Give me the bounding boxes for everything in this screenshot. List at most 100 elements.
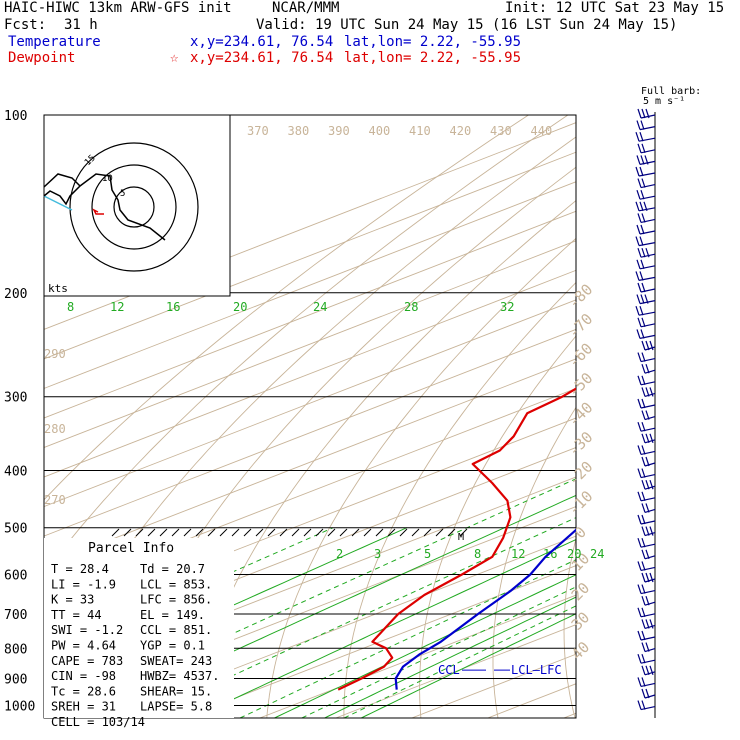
wind-barb-flag [641,433,646,443]
wind-barb-flag [635,201,640,211]
isotherm-line [259,594,576,718]
wind-barb-flag [635,166,640,177]
wind-barb-shaft [640,288,656,293]
wind-barb-flag [645,503,650,513]
wind-barb-flag [637,491,642,501]
hatch-mark [255,528,264,537]
hatch-mark [435,528,444,537]
hatch-mark [339,528,348,537]
isotherm-line [44,151,576,360]
wind-barb-shaft [644,369,656,374]
wind-barb-flag [636,224,641,235]
parcel-row-right: LAPSE= 5.8 [140,700,212,714]
wind-barb-flag [641,665,646,675]
wind-barb-flag [649,526,654,536]
wind-barb-flag [645,665,650,675]
wind-barb-shaft [640,427,656,432]
wind-barb-flag [637,248,642,258]
wind-barb-shaft [644,694,656,699]
wind-barb-flag [637,213,642,223]
hatch-mark [375,528,384,537]
wind-barb-shaft [638,242,656,247]
wind-barb-flag [636,294,641,304]
wind-barb-flag [641,503,646,513]
wind-barb-flag [645,433,650,443]
hodograph-box [43,114,231,297]
isotherm-line [44,506,576,714]
wind-barb-shaft [644,508,656,513]
temperature-tick-label: -70 [565,310,597,342]
theta-label: 290 [44,347,66,361]
wind-barb-flag [645,410,650,420]
wind-barb-flag [641,143,646,153]
init-time: Init: 12 UTC Sat 23 May 15 [505,0,725,16]
mixing-ratio-label: 16 [166,300,180,314]
wind-barb-flag [637,700,642,710]
mixing-ratio-line [301,586,576,718]
dewpoint-legend-xy: x,y=234.61, 76.54 [190,50,334,66]
wind-barb-flag [637,317,642,327]
wind-barb-flag [640,155,645,165]
theta-label: 270 [44,493,66,507]
wind-barb-shaft [644,555,656,560]
theta-label: 390 [328,124,350,138]
wind-barb-flag [641,491,646,501]
wind-barb-shaft [640,520,656,525]
wind-barb-flag [635,271,640,281]
wind-barb-shaft [644,624,656,629]
freezing-level-hatch [111,528,468,537]
wind-barb-flag [637,352,642,362]
wind-barb-flag [636,329,641,339]
parcel-row-left: SWI = -1.2 [51,623,123,637]
plot-border [43,114,577,719]
parcel-row-right: Td = 20.7 [140,562,205,576]
wind-barb-flag [641,526,646,536]
wind-barb-shaft [640,706,656,711]
dry-adiabat [700,115,740,718]
wind-barb-shaft [644,601,656,606]
hatch-mark [147,528,156,537]
hatch-mark [315,528,324,537]
valid-time: Valid: 19 UTC Sun 24 May 15 (16 LST Sun … [256,17,678,33]
wind-barb-flag [636,155,641,165]
parcel-row-right: CCL = 851. [140,623,212,637]
wind-barb-flag [641,213,646,223]
wind-barb-flag [645,364,650,374]
wind-barb-shaft [640,381,656,386]
wind-barb-flag [637,607,642,617]
wind-barb-flag [640,120,645,130]
dry-adiabat [44,115,529,501]
wind-barb-flag [641,642,646,652]
wind-barb-shaft [644,648,656,653]
pressure-tick-label: 600 [4,568,27,583]
wind-barb-flag [637,468,642,478]
hatch-mark [291,528,300,537]
wind-barb-flag [641,340,646,351]
dry-adiabat [492,406,576,718]
hodograph-ring-label: 10 [102,174,113,184]
isotherm-line [107,535,576,718]
wind-barb-flag [641,422,646,432]
isotherm-line [44,181,576,389]
temperature-tick-label: -10 [565,487,597,519]
wind-barb-flag [640,224,645,235]
wind-barb-flag [639,306,644,316]
hatch-mark [183,528,192,537]
wind-barb-shaft [640,218,656,223]
parcel-panel-background [44,538,234,718]
wind-barb-shaft [639,195,656,200]
mixing-ratio-label: 8 [474,547,481,561]
wind-barb-flag [641,514,646,525]
wind-barb-flag [643,201,648,211]
temperature-tick-label: 20 [568,579,594,605]
wind-barb-shaft [640,636,656,641]
wind-barb-shaft [644,346,656,351]
wind-barb-flag [641,549,646,559]
wind-barb-flag [641,584,646,594]
wind-barb-flag [639,236,644,246]
parcel-row-right: EL = 149. [140,608,205,622]
wind-barb-flag [641,282,646,293]
isotherm-line [44,387,576,596]
wind-barb-shaft [640,682,656,687]
